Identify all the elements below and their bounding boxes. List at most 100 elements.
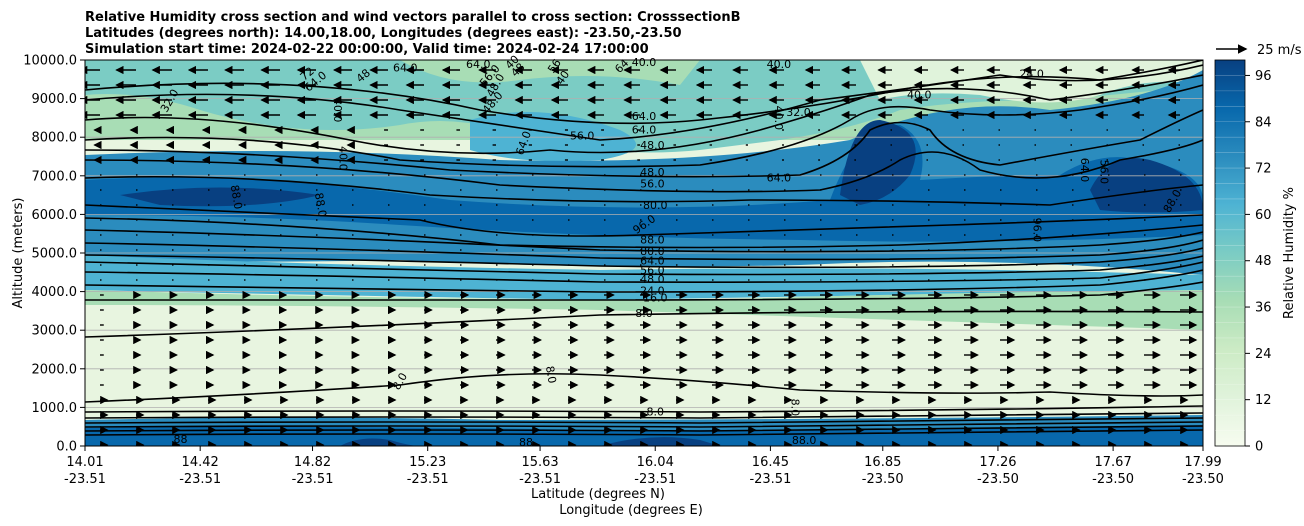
x-tick-label-lat: 17.26 [979, 455, 1016, 470]
contour-label: 40.0 [632, 56, 657, 69]
colorbar-level-lines [1215, 75, 1245, 431]
y-axis: 0.0 1000.0 2000.0 3000.0 4000.0 5000.0 6000.0 7… [23, 54, 85, 455]
contour-line [85, 217, 1203, 249]
contour-line [85, 109, 1203, 178]
wind-vectors [85, 65, 1198, 446]
contour-label: 56.0 [640, 178, 665, 191]
rh-surface-deep [340, 437, 720, 446]
quiver-key-label: 25 m/s [1257, 43, 1302, 58]
x-tick-label-lon: -23.50 [1092, 472, 1134, 487]
contour-label: 56.0 [640, 264, 665, 277]
contour-label: 88 [174, 433, 188, 446]
contour-lines [85, 60, 1203, 436]
contour-line [85, 417, 1203, 424]
contour-line [85, 405, 1203, 413]
contour-label: 64.0 [466, 58, 491, 71]
contour-label: 88.0 [640, 233, 665, 246]
contour-label: 64.0 [632, 123, 657, 136]
x-tick-label-lon: -23.50 [977, 472, 1019, 487]
x-axis-label-lat: Latitude (degrees N) [531, 487, 665, 502]
colorbar-label: Relative Humidity % [1282, 187, 1297, 319]
contour-label: 88.0 [792, 434, 817, 447]
y-tick-label: 8000.0 [32, 131, 78, 146]
rh-moist-deep [120, 120, 1203, 213]
rh-moist-core [85, 124, 1203, 242]
contour-line [85, 269, 1203, 293]
contour-line [85, 429, 1203, 436]
title-line-1: Relative Humidity cross section and wind… [85, 10, 741, 25]
contour-label: 8.0 [646, 405, 664, 418]
contour-line [85, 372, 1203, 403]
y-tick-label: 7000.0 [32, 169, 78, 184]
contour-label: 80.0 [640, 245, 665, 258]
colorbar-tick-label: 12 [1255, 393, 1272, 408]
contour-label: 8.0 [635, 307, 653, 320]
y-tick-label: 0.0 [56, 440, 77, 455]
x-tick-label-lon: -23.51 [634, 472, 676, 487]
y-tick-label: 10000.0 [23, 54, 77, 69]
x-tick-label-lat: 16.85 [864, 455, 901, 470]
contour-label: 64.0 [393, 62, 418, 75]
contour-line [85, 425, 1203, 432]
colorbar-tick-label: 24 [1255, 347, 1272, 362]
contour-line [85, 84, 1203, 168]
contour-line [85, 261, 1203, 283]
contour-line [85, 239, 1203, 261]
x-tick-label-lat: 14.01 [66, 455, 103, 470]
contour-label: 40.0 [331, 98, 344, 123]
y-tick-label: 6000.0 [32, 208, 78, 223]
colorbar-tick-label: 48 [1255, 254, 1272, 269]
x-axis: 14.01 -23.51 14.42 -23.51 14.82 -23.51 15.23 -2… [64, 446, 1224, 487]
contour-label: 96.0 [1030, 218, 1043, 243]
contour-line [85, 255, 1203, 276]
rh-topright-light [860, 60, 1203, 103]
contour-label: 40.0 [336, 146, 349, 171]
x-axis-label-lon: Longitude (degrees E) [559, 503, 703, 518]
contour-line [85, 310, 1203, 338]
y-tick-label: 5000.0 [32, 247, 78, 262]
x-tick-label-lon: -23.50 [862, 472, 904, 487]
x-tick-label-lon: -23.51 [64, 472, 106, 487]
x-tick-label-lat: 15.63 [521, 455, 558, 470]
colorbar-bar [1214, 59, 1246, 447]
contour-label: 88.0 [312, 192, 329, 218]
contour-label: 80.0 [643, 199, 668, 212]
colorbar-tick-label: 0 [1255, 440, 1263, 455]
contour-label: 88 [519, 436, 533, 449]
x-tick-label-lat: 14.42 [182, 455, 219, 470]
contour-label: 64.0 [632, 110, 657, 123]
colorbar-tick-label: 60 [1255, 208, 1272, 223]
colorbar-tick-label: 72 [1255, 162, 1272, 177]
contour-label: 32.0 [786, 106, 811, 119]
colorbar-tick-label: 36 [1255, 301, 1272, 316]
chart-title: Relative Humidity cross section and wind… [85, 10, 741, 57]
x-tick-label-lon: -23.51 [407, 472, 449, 487]
contour-label: 88.0 [228, 184, 245, 210]
contour-label: 40.0 [767, 58, 792, 71]
x-tick-label-lon: -23.51 [179, 472, 221, 487]
contour-line [85, 412, 1203, 419]
rh-band-upper-deep [470, 112, 636, 162]
contour-label: 64.0 [767, 172, 792, 185]
contour-label: 16.0 [643, 291, 668, 304]
y-tick-label: 4000.0 [32, 285, 78, 300]
contour-line [85, 175, 1203, 206]
colorbar: 0 12 24 36 48 60 72 84 96 Relative Humidity % [1214, 59, 1297, 455]
colorbar-tick-label: 84 [1255, 115, 1272, 130]
x-tick-label-lon: -23.51 [292, 472, 334, 487]
y-tick-label: 1000.0 [32, 401, 78, 416]
y-tick-label: 3000.0 [32, 324, 78, 339]
x-tick-label-lon: -23.51 [749, 472, 791, 487]
contour-label: 48.0 [640, 273, 665, 286]
contour-line [85, 229, 1203, 253]
contour-label: 40.0 [907, 89, 932, 102]
contour-line [85, 421, 1203, 428]
x-tick-label-lat: 16.04 [637, 455, 674, 470]
colorbar-ticks: 0 12 24 36 48 60 72 84 96 [1245, 69, 1272, 455]
y-tick-label: 2000.0 [32, 362, 78, 377]
contour-label: 48.0 [640, 139, 665, 152]
contour-line [85, 139, 1203, 193]
title-line-2: Latitudes (degrees north): 14.00,18.00, … [85, 26, 682, 41]
x-tick-label-lat: 17.99 [1184, 455, 1221, 470]
